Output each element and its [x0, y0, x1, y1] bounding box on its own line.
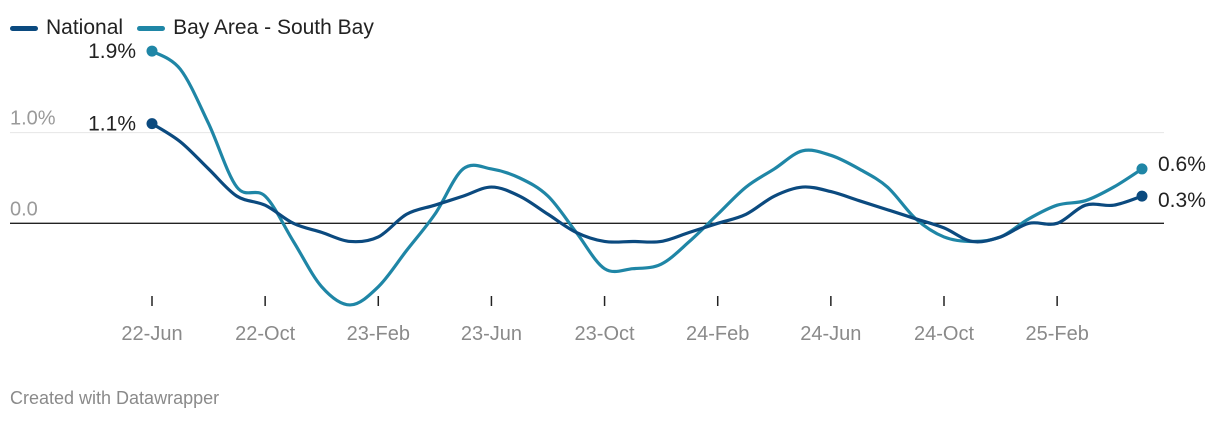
end-value-label-national: 0.3%	[1158, 189, 1206, 212]
x-tick-label: 22-Jun	[121, 323, 182, 345]
legend: National Bay Area - South Bay	[10, 16, 374, 40]
y-tick-label: 1.0%	[10, 108, 56, 130]
series-line-south-bay	[150, 49, 1144, 307]
data-labels: 1.9% 0.6% 1.1% 0.3%	[88, 40, 1206, 212]
y-axis: 0.0 1.0%	[10, 108, 56, 221]
x-tick-label: 22-Oct	[235, 323, 295, 345]
series-line-national	[150, 122, 1144, 244]
start-marker-national	[146, 118, 158, 130]
start-marker-south-bay	[146, 45, 158, 57]
legend-swatch-national	[10, 25, 38, 31]
x-tick-label: 24-Jun	[800, 323, 861, 345]
x-tick-label: 24-Feb	[686, 323, 749, 345]
legend-label-national: National	[46, 16, 124, 39]
legend-swatch-south-bay	[137, 25, 166, 31]
x-tick-label: 23-Oct	[575, 323, 635, 345]
x-tick-label: 23-Jun	[461, 323, 522, 345]
x-tick-label: 24-Oct	[914, 323, 974, 345]
legend-item-national: National	[10, 16, 123, 40]
end-marker-national	[1136, 190, 1148, 202]
end-marker-south-bay	[1136, 163, 1148, 175]
series-markers	[146, 45, 1148, 202]
x-tick-label: 23-Feb	[347, 323, 410, 345]
legend-label-south-bay: Bay Area - South Bay	[173, 16, 374, 39]
footer-credit: Created with Datawrapper	[10, 388, 220, 408]
x-axis: 22-Jun 22-Oct 23-Feb 23-Jun 23-Oct 24-Feb 24-J…	[121, 296, 1089, 345]
series-lines	[150, 49, 1144, 307]
y-tick-label: 0.0	[10, 198, 38, 220]
start-value-label-south-bay: 1.9%	[88, 40, 136, 63]
start-value-label-national: 1.1%	[88, 113, 136, 136]
end-value-label-south-bay: 0.6%	[1158, 153, 1206, 176]
legend-item-south-bay: Bay Area - South Bay	[137, 16, 374, 40]
x-tick-label: 25-Feb	[1025, 323, 1088, 345]
y-gridlines	[10, 132, 1164, 224]
